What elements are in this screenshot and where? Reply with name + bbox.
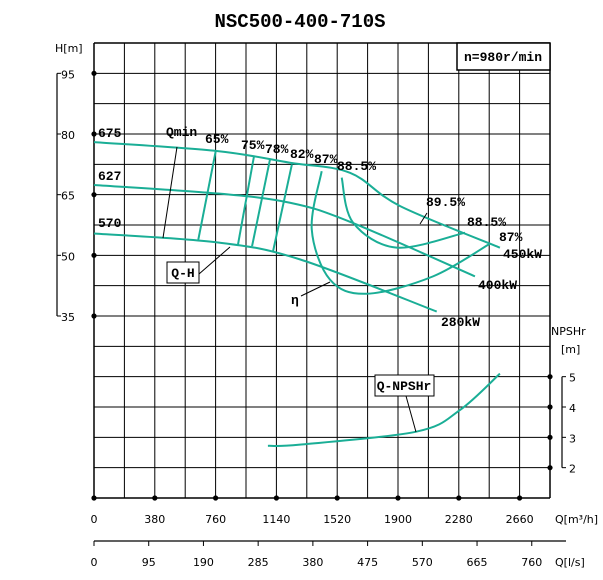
- efficiency-curve: [340, 177, 466, 249]
- eff-label: 88.5%: [337, 159, 376, 174]
- y-tick-label: 50: [61, 250, 75, 263]
- x-tick-dot: [213, 495, 219, 501]
- x2-tick-label: 475: [357, 556, 378, 569]
- x2-tick-label: 285: [248, 556, 269, 569]
- x2-tick-label: 570: [412, 556, 433, 569]
- x2-tick-label: 760: [521, 556, 542, 569]
- y-tick-dot: [91, 252, 97, 258]
- x-tick-label: 2280: [445, 513, 473, 526]
- power-label-450: 450kW: [503, 247, 542, 262]
- x2-tick-label: 665: [467, 556, 488, 569]
- efficiency-curve: [197, 150, 217, 240]
- qh-label-570: 570: [98, 216, 122, 231]
- y-tick-label: 95: [61, 68, 75, 81]
- eff-label: 87%: [499, 230, 523, 245]
- eff-label: 89.5%: [426, 195, 465, 210]
- x-tick-dot: [152, 495, 158, 501]
- x2-axis-label: Q[l/s]: [555, 556, 585, 569]
- qh-curve-675: [93, 141, 501, 249]
- x-tick-dot: [273, 495, 279, 501]
- eff-leader: [419, 212, 428, 225]
- qmin-leader: [162, 146, 178, 239]
- y-tick-label: 80: [61, 129, 75, 142]
- speed-box: [456, 42, 551, 71]
- eff-label: 65%: [205, 132, 229, 147]
- x-tick-label: 1140: [262, 513, 290, 526]
- qh-curve-label: Q-H: [171, 266, 194, 281]
- efficiency-curve: [237, 156, 255, 245]
- eff-label: 75%: [241, 138, 265, 153]
- y-tick-dot: [91, 313, 97, 319]
- npsh-leader: [405, 395, 417, 433]
- eff-label: 78%: [265, 142, 289, 157]
- qh-label-627: 627: [98, 169, 121, 184]
- qh-curve-570: [93, 232, 438, 313]
- y2-tick-label: 5: [569, 372, 576, 385]
- y-tick-label: 35: [61, 311, 75, 324]
- y-tick-dot: [91, 70, 97, 76]
- x-tick-dot: [334, 495, 340, 501]
- qh-leader: [198, 246, 231, 275]
- eff-label: 82%: [290, 147, 314, 162]
- curves: [93, 141, 501, 448]
- x-tick-label: 0: [91, 513, 98, 526]
- y-axis-label: H[m]: [55, 42, 83, 55]
- efficiency-curve: [310, 171, 491, 295]
- efficiency-curve: [251, 159, 271, 247]
- x-tick-dot: [91, 495, 97, 501]
- y2-axis-label: NPSHr: [551, 325, 586, 338]
- qmin-label: Qmin: [166, 125, 197, 140]
- grid: [93, 42, 551, 499]
- y2-tick-dot: [547, 465, 553, 471]
- x-tick-label: 380: [144, 513, 165, 526]
- eta-leader: [300, 281, 331, 297]
- y-tick-dot: [91, 131, 97, 137]
- x-tick-label: 760: [205, 513, 226, 526]
- x2-tick-label: 0: [91, 556, 98, 569]
- y2-tick-dot: [547, 404, 553, 410]
- speed-label: n=980r/min: [464, 50, 542, 65]
- chart-title: NSC500-400-710S: [214, 11, 385, 33]
- npsh-curve-label: Q-NPSHr: [377, 379, 432, 394]
- x2-tick-label: 190: [193, 556, 214, 569]
- power-label-400: 400kW: [478, 278, 517, 293]
- qh-box: [166, 261, 200, 284]
- x-tick-dot: [395, 495, 401, 501]
- eta-label: η: [291, 293, 299, 308]
- efficiency-curve: [272, 164, 293, 252]
- x-tick-label: 2660: [506, 513, 534, 526]
- qh-label-675: 675: [98, 126, 122, 141]
- qh-curve-627: [93, 183, 476, 278]
- y2-tick-label: 2: [569, 463, 576, 476]
- x2-tick-label: 95: [142, 556, 156, 569]
- y2-tick-dot: [547, 374, 553, 380]
- power-label-280: 280kW: [441, 315, 480, 330]
- y-tick-label: 65: [61, 190, 75, 203]
- y2-tick-label: 3: [569, 432, 576, 445]
- y2-tick-dot: [547, 434, 553, 440]
- y2-axis-unit: [m]: [561, 343, 580, 356]
- npsh-curve: [267, 372, 501, 448]
- x2-tick-label: 380: [302, 556, 323, 569]
- y2-tick-label: 4: [569, 402, 576, 415]
- npsh-box: [374, 374, 435, 397]
- x-axis-label: Q[m³/h]: [555, 513, 598, 526]
- eff-label: 87%: [314, 152, 338, 167]
- eff-label: 88.5%: [467, 215, 506, 230]
- x-tick-dot: [456, 495, 462, 501]
- x-tick-label: 1900: [384, 513, 412, 526]
- x-tick-label: 1520: [323, 513, 351, 526]
- x-tick-dot: [517, 495, 523, 501]
- y-tick-dot: [91, 192, 97, 198]
